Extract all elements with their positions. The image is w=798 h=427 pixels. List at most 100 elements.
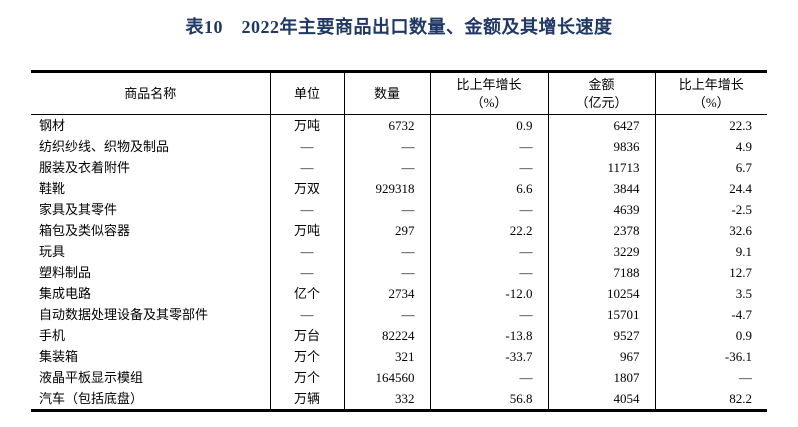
cell-amount-growth: 3.5: [735, 286, 752, 301]
cell-amount-growth: 82.2: [729, 391, 752, 406]
cell-commodity-name: 汽车（包括底盘）: [31, 388, 271, 411]
cell-unit: 万辆: [270, 388, 345, 411]
cell-quantity-growth: —: [430, 199, 549, 220]
cell-amount-growth: 4.9: [735, 139, 752, 154]
cell-amount-growth: 0.9: [735, 328, 752, 343]
cell-unit: 万台: [270, 325, 345, 346]
cell-quantity: 929318: [344, 178, 431, 199]
cell-unit: —: [270, 199, 345, 220]
cell-quantity: 332: [344, 388, 431, 411]
cell-commodity-name: 塑料制品: [31, 262, 271, 283]
header-unit-label: 单位: [293, 85, 320, 101]
cell-unit: —: [270, 304, 345, 325]
header-quantity-growth-line2: （%）: [470, 94, 508, 110]
header-quantity-growth-line1: 比上年增长: [456, 76, 522, 92]
cell-quantity: 297: [344, 220, 431, 241]
cell-amount: 2378: [548, 220, 656, 241]
cell-quantity: 6732: [344, 114, 431, 136]
cell-amount-growth: 12.7: [729, 265, 752, 280]
header-amount: 金额 （亿元）: [548, 71, 656, 115]
cell-commodity-name: 钢材: [31, 114, 271, 136]
cell-quantity: —: [344, 136, 431, 157]
table-row: 自动数据处理设备及其零部件 — — —15701 -4.7: [31, 304, 767, 325]
cell-commodity-name: 服装及衣着附件: [31, 157, 271, 178]
cell-commodity-name: 集装箱: [31, 346, 271, 367]
header-commodity-name-label: 商品名称: [124, 85, 177, 101]
cell-unit: —: [270, 241, 345, 262]
table-title: 表10 2022年主要商品出口数量、金额及其增长速度: [185, 17, 613, 37]
header-unit: 单位: [270, 71, 345, 115]
cell-amount: 6427: [548, 114, 656, 136]
cell-unit: 万双: [270, 178, 345, 199]
cell-commodity-name: 鞋靴: [31, 178, 271, 199]
cell-commodity-name: 自动数据处理设备及其零部件: [31, 304, 271, 325]
cell-amount: 15701: [548, 304, 656, 325]
header-commodity-name: 商品名称: [31, 71, 271, 115]
table-row: 玩具 — — —3229 9.1: [31, 241, 767, 262]
cell-unit: 万个: [270, 367, 345, 388]
header-amount-line1: 金额: [588, 76, 615, 92]
cell-quantity-growth: -12.0: [430, 283, 549, 304]
cell-amount: 4639: [548, 199, 656, 220]
cell-quantity-growth: —: [430, 304, 549, 325]
table-row: 手机 万台 82224 -13.8 9527 0.9: [31, 325, 767, 346]
cell-unit: —: [270, 262, 345, 283]
cell-unit: 亿个: [270, 283, 345, 304]
header-row: 商品名称 单位 数量 比上年增长 （%） 金额 （亿元） 比上年增长: [31, 71, 767, 115]
header-amount-growth-line2: （%）: [692, 94, 730, 110]
cell-commodity-name: 纺织纱线、织物及制品: [31, 136, 271, 157]
header-amount-line2: （亿元）: [575, 94, 628, 110]
cell-amount: 3229: [548, 241, 656, 262]
cell-unit: —: [270, 157, 345, 178]
cell-quantity-growth: 22.2: [430, 220, 549, 241]
header-amount-growth: 比上年增长 （%）: [655, 71, 767, 115]
cell-quantity-growth: -33.7: [430, 346, 549, 367]
cell-quantity: 164560: [344, 367, 431, 388]
header-amount-growth-line1: 比上年增长: [678, 76, 744, 92]
cell-amount: 3844: [548, 178, 656, 199]
table-row: 钢材 万吨 6732 0.9 6427 22.3: [31, 114, 767, 136]
table-row: 家具及其零件 — — —4639 -2.5: [31, 199, 767, 220]
cell-quantity-growth: —: [430, 367, 549, 388]
cell-quantity-growth: —: [430, 136, 549, 157]
cell-quantity: 82224: [344, 325, 431, 346]
header-quantity: 数量: [344, 71, 431, 115]
table-row: 集成电路 亿个 2734 -12.0 10254 3.5: [31, 283, 767, 304]
cell-amount-growth: 9.1: [735, 244, 752, 259]
cell-amount: 1807: [548, 367, 656, 388]
cell-quantity-growth: —: [430, 262, 549, 283]
cell-amount: 7188: [548, 262, 656, 283]
cell-amount-growth: -36.1: [724, 349, 752, 364]
cell-amount: 9527: [548, 325, 656, 346]
cell-quantity-growth: —: [430, 157, 549, 178]
cell-quantity: —: [344, 262, 431, 283]
cell-amount-growth: 24.4: [729, 181, 752, 196]
cell-amount-growth: -2.5: [731, 202, 752, 217]
cell-quantity: —: [344, 199, 431, 220]
cell-commodity-name: 玩具: [31, 241, 271, 262]
cell-quantity: 321: [344, 346, 431, 367]
table-row: 塑料制品 — — —7188 12.7: [31, 262, 767, 283]
cell-amount-growth: 6.7: [735, 160, 752, 175]
table-body: 钢材 万吨 6732 0.9 6427 22.3 纺织纱线、织物及制品 — — —9836 4.9 服…: [31, 114, 767, 411]
cell-amount: 9836: [548, 136, 656, 157]
table-row: 纺织纱线、织物及制品 — — —9836 4.9: [31, 136, 767, 157]
cell-unit: 万吨: [270, 220, 345, 241]
cell-quantity-growth: 56.8: [430, 388, 549, 411]
table-row: 鞋靴 万双 929318 6.6 3844 24.4: [31, 178, 767, 199]
cell-commodity-name: 箱包及类似容器: [31, 220, 271, 241]
table-row: 箱包及类似容器 万吨 297 22.2 2378 32.6: [31, 220, 767, 241]
cell-quantity: —: [344, 241, 431, 262]
cell-commodity-name: 家具及其零件: [31, 199, 271, 220]
cell-quantity-growth: 6.6: [430, 178, 549, 199]
cell-commodity-name: 手机: [31, 325, 271, 346]
table-row: 液晶平板显示模组 万个 164560—1807—: [31, 367, 767, 388]
header-quantity-label: 数量: [373, 85, 400, 101]
table-row: 服装及衣着附件 — — —11713 6.7: [31, 157, 767, 178]
cell-amount-growth: —: [739, 370, 752, 385]
cell-quantity-growth: -13.8: [430, 325, 549, 346]
cell-unit: 万个: [270, 346, 345, 367]
cell-amount: 967: [548, 346, 656, 367]
cell-commodity-name: 集成电路: [31, 283, 271, 304]
